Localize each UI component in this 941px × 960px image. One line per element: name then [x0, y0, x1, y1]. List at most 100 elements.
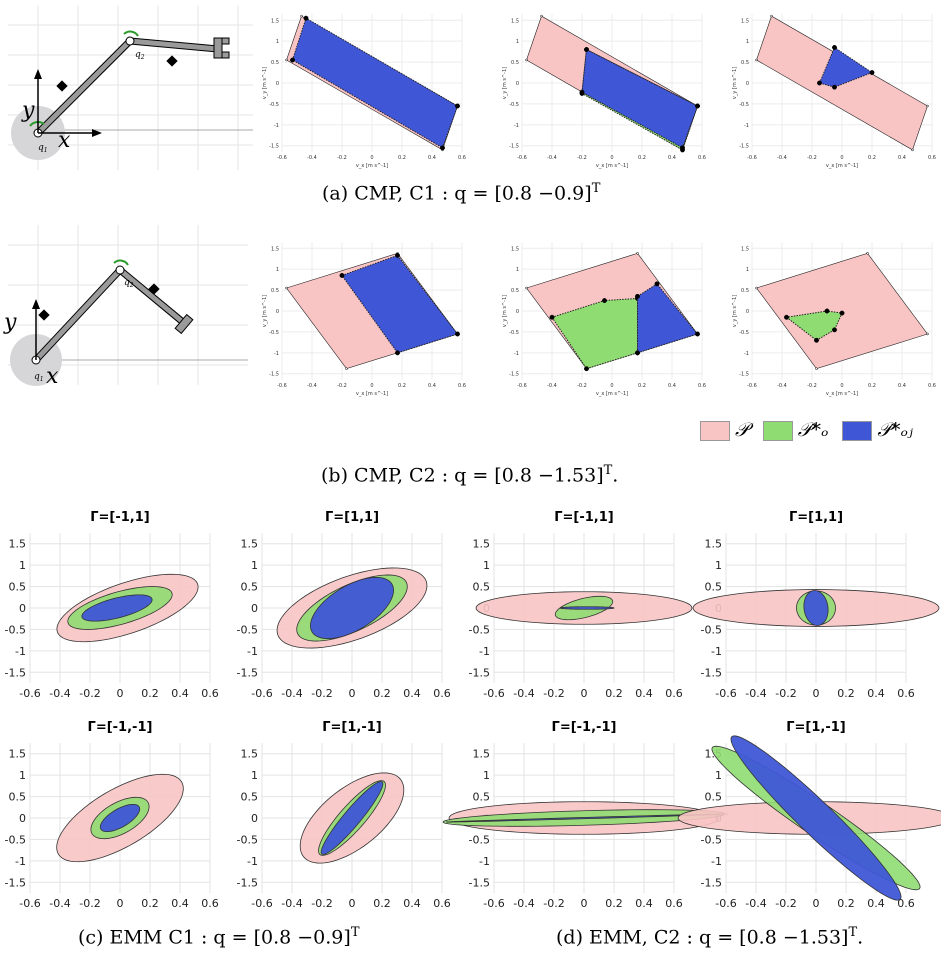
- y-tick-label: -1: [744, 123, 749, 129]
- vertex-point: [814, 337, 819, 343]
- q1-label: q1: [38, 143, 48, 154]
- x-tick-label: 0.6: [928, 155, 936, 161]
- polytope-plot-a1: 1.5 1 0.5 0 -0.5 -1 -1.5 -0.6 -0.4 -0.2 0 0.2 0.4 0.6…: [262, 14, 466, 169]
- legend-item-po: 𝒫*ₒ: [762, 419, 828, 441]
- vertex-point: [695, 103, 700, 109]
- vertex-point: [303, 15, 309, 21]
- vertex-point: [285, 286, 288, 290]
- x-tick-label: 0: [840, 155, 843, 161]
- y-tick-label: -1: [711, 645, 722, 658]
- vertex-point: [635, 350, 640, 356]
- y-tick-label: 1: [715, 559, 722, 572]
- legend-item-poj: 𝒫*ₒⱼ: [842, 419, 913, 441]
- x-tick-label: -0.6: [19, 687, 40, 700]
- vertex-point: [869, 70, 875, 75]
- y-tick-label: 1: [19, 559, 26, 572]
- y-tick-label: -1: [247, 645, 258, 658]
- y-tick-label: -1.5: [5, 876, 26, 889]
- vertex-point: [579, 89, 585, 95]
- y-tick-label: 1.5: [741, 18, 749, 24]
- y-tick-label: -0.5: [237, 833, 258, 846]
- y-tick-label: 1: [483, 559, 490, 572]
- x-tick-label: -0.4: [513, 687, 534, 700]
- x-tick-label: 0: [813, 687, 820, 700]
- y-tick-label: -1: [274, 123, 279, 129]
- y-tick-label: 0.5: [9, 581, 27, 594]
- x-tick-label: 0: [117, 687, 124, 700]
- vertex-point: [395, 350, 400, 356]
- y-tick-label: 0: [746, 81, 749, 87]
- x-tick-label: -0.2: [311, 897, 332, 910]
- x-tick-label: 0.6: [698, 155, 706, 161]
- x-tick-label: 0.6: [665, 687, 683, 700]
- y-tick-label: -1.5: [269, 144, 279, 150]
- x-tick-label: 0.6: [698, 383, 706, 389]
- x-tick-label: 0.4: [635, 897, 653, 910]
- x-tick-label: -0.4: [281, 897, 302, 910]
- x-tick-label: 0.4: [867, 687, 885, 700]
- ellipse-plot-d-4: Γ=[1,-1]1.510.50-0.5-1-1.5-0.6-0.4-0.200…: [677, 720, 941, 910]
- y-tick-label: 1.5: [241, 538, 259, 551]
- legend-item-p: 𝒫: [700, 419, 749, 441]
- vertex-point: [584, 366, 589, 372]
- x-tick-label: -0.2: [577, 383, 587, 389]
- y-tick-label: -0.5: [739, 330, 749, 336]
- x-tick-label: -0.2: [543, 897, 564, 910]
- legend: 𝒫 𝒫*ₒ 𝒫*ₒⱼ: [700, 418, 921, 441]
- y-tick-label: -1.5: [739, 144, 749, 150]
- y-tick-label: 1: [19, 769, 26, 782]
- y-tick-label: -1.5: [5, 666, 26, 679]
- y-tick-label: 1: [276, 267, 279, 273]
- x-tick-label: -0.4: [547, 155, 557, 161]
- x-tick-label: -0.4: [49, 897, 70, 910]
- y-tick-label: 1.5: [741, 246, 749, 252]
- x-tick-label: -0.4: [777, 155, 787, 161]
- vertex-point: [926, 332, 929, 336]
- vertex-point: [817, 80, 822, 86]
- x-axis-label: v_x [m s^-1]: [356, 163, 388, 169]
- x-tick-label: 0.4: [635, 687, 653, 700]
- ellipse-poj: [310, 576, 394, 640]
- y-tick-label: -1: [744, 351, 749, 357]
- vertex-point: [755, 286, 758, 290]
- y-axis-label: v_y [m s^-1]: [732, 67, 738, 99]
- vertex-point: [839, 310, 845, 316]
- vertex-point: [926, 104, 929, 108]
- y-tick-label: 1: [483, 769, 490, 782]
- y-tick-label: -1.5: [237, 666, 258, 679]
- y-tick-label: -1.5: [269, 372, 279, 378]
- plot-title: Γ=[-1,-1]: [552, 720, 617, 735]
- y-tick-label: 0: [251, 812, 258, 825]
- x-tick-label: 0.4: [428, 155, 436, 161]
- y-axis-label: v_y [m s^-1]: [262, 67, 268, 99]
- x-tick-label: -0.2: [775, 687, 796, 700]
- vertex-point: [832, 327, 837, 333]
- x-tick-label: -0.2: [79, 687, 100, 700]
- x-tick-label: 0.2: [141, 687, 159, 700]
- y-tick-label: -1.5: [469, 876, 490, 889]
- y-tick-label: 1: [746, 39, 749, 45]
- y-tick-label: 0.5: [241, 791, 259, 804]
- y-tick-label: -0.5: [5, 833, 26, 846]
- x-tick-label: 0: [840, 383, 843, 389]
- vertex-point: [525, 286, 528, 290]
- ellipse-plot-d-1: Γ=[-1,1]1.510.50-0.5-1-1.5-0.6-0.4-0.200…: [469, 510, 693, 700]
- y-tick-label: 1: [516, 39, 519, 45]
- caption-c: (c) EMM C1 : q = [0.8 −0.9]T: [78, 925, 360, 949]
- x-tick-label: -0.4: [513, 897, 534, 910]
- vertex-point: [440, 145, 445, 151]
- x-tick-label: -0.6: [251, 687, 272, 700]
- x-tick-label: -0.6: [747, 383, 757, 389]
- vertex-point: [784, 314, 789, 320]
- vertex-point: [911, 148, 914, 152]
- caption-a: (a) CMP, C1 : q = [0.8 −0.9]T: [322, 181, 601, 205]
- x-tick-label: 0.2: [868, 155, 876, 161]
- y-tick-label: 0.5: [741, 288, 749, 294]
- y-tick-label: -1.5: [469, 666, 490, 679]
- x-tick-label: -0.6: [517, 155, 527, 161]
- y-tick-label: -0.5: [469, 833, 490, 846]
- y-tick-label: 0: [276, 81, 279, 87]
- vertex-point: [635, 293, 640, 299]
- x-tick-label: 0.2: [398, 155, 406, 161]
- polytope-plot-b3: 1.5 1 0.5 0 -0.5 -1 -1.5 -0.6 -0.4 -0.2 0 0.2 0.4 0.6…: [732, 242, 936, 397]
